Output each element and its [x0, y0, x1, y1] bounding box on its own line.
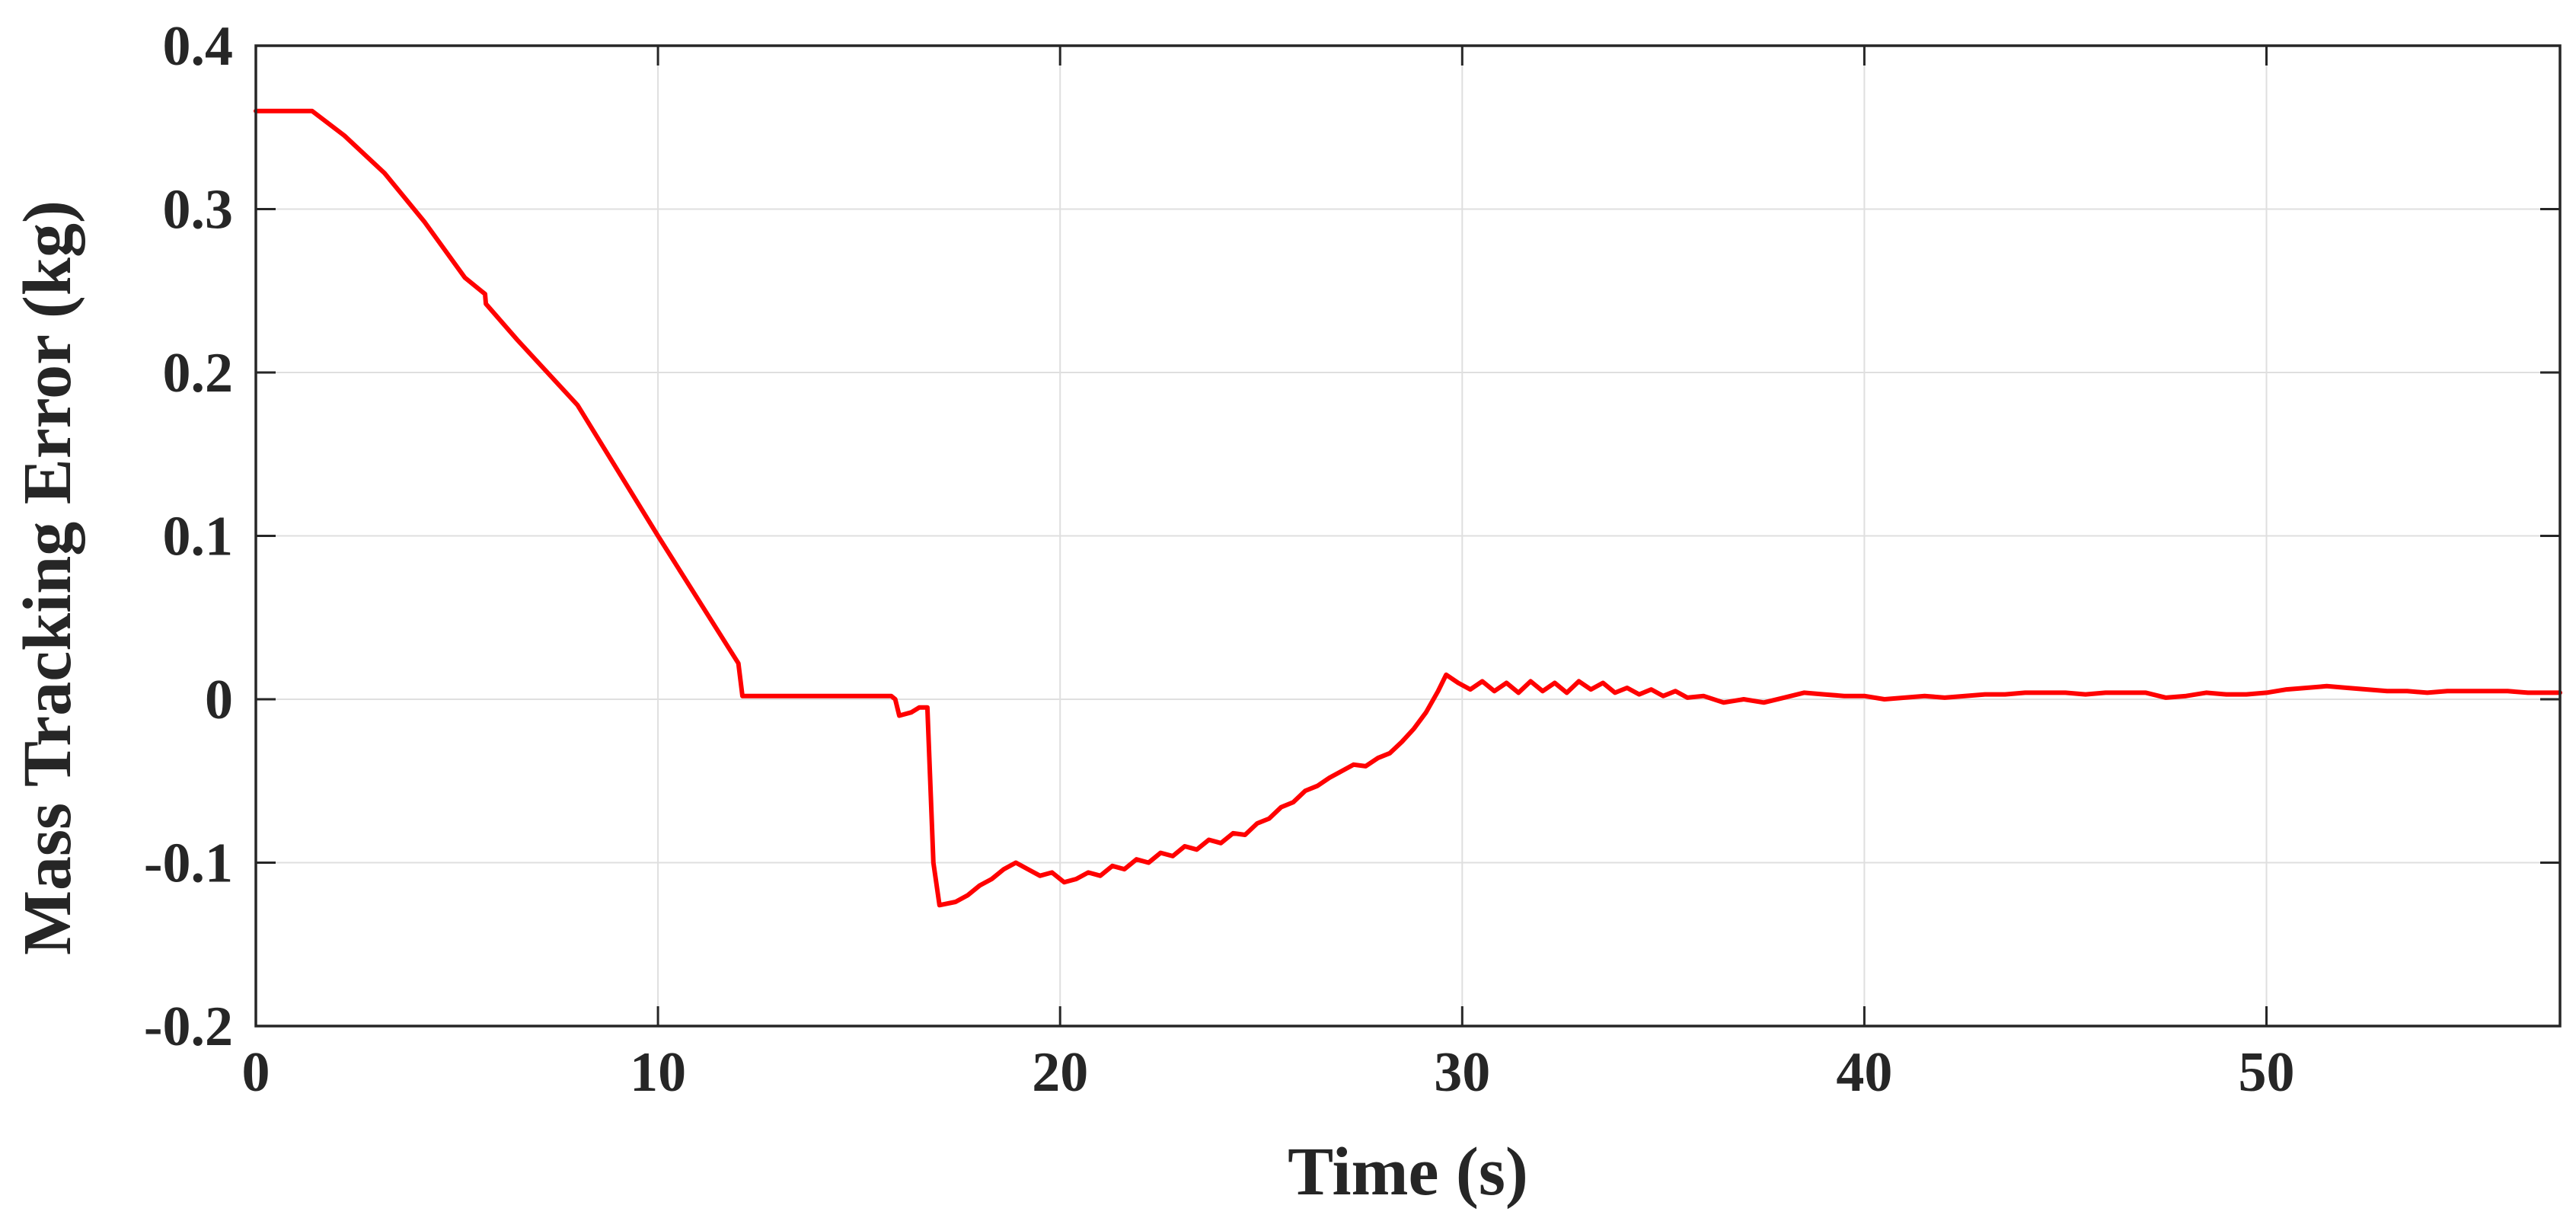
y-axis-label: Mass Tracking Error (kg): [10, 200, 85, 955]
tick-marks: [254, 44, 2560, 1028]
x-tick-label: 50: [2238, 1041, 2294, 1104]
y-tick-label: 0.3: [163, 179, 234, 241]
grid-lines: [256, 46, 2560, 1026]
x-axis-label: Time (s): [1288, 1134, 1528, 1210]
y-tick-label: 0.4: [163, 15, 234, 78]
x-tick-label: 30: [1434, 1041, 1490, 1104]
y-tick-labels: -0.2 -0.1 0 0.1 0.2 0.3 0.4: [144, 15, 233, 1058]
y-tick-label: -0.1: [144, 833, 233, 895]
y-tick-label: 0: [205, 669, 233, 731]
x-tick-label: 20: [1032, 1041, 1088, 1104]
x-tick-label: 40: [1836, 1041, 1892, 1104]
y-tick-label: -0.2: [144, 996, 233, 1058]
series-line: [254, 108, 2562, 908]
x-tick-labels: 0 10 20 30 40 50: [242, 1041, 2295, 1104]
series-layer: [254, 108, 2562, 908]
x-tick-label: 10: [630, 1041, 686, 1104]
y-tick-label: 0.2: [163, 342, 234, 404]
x-tick-label: 0: [242, 1041, 270, 1104]
y-tick-label: 0.1: [163, 506, 234, 568]
